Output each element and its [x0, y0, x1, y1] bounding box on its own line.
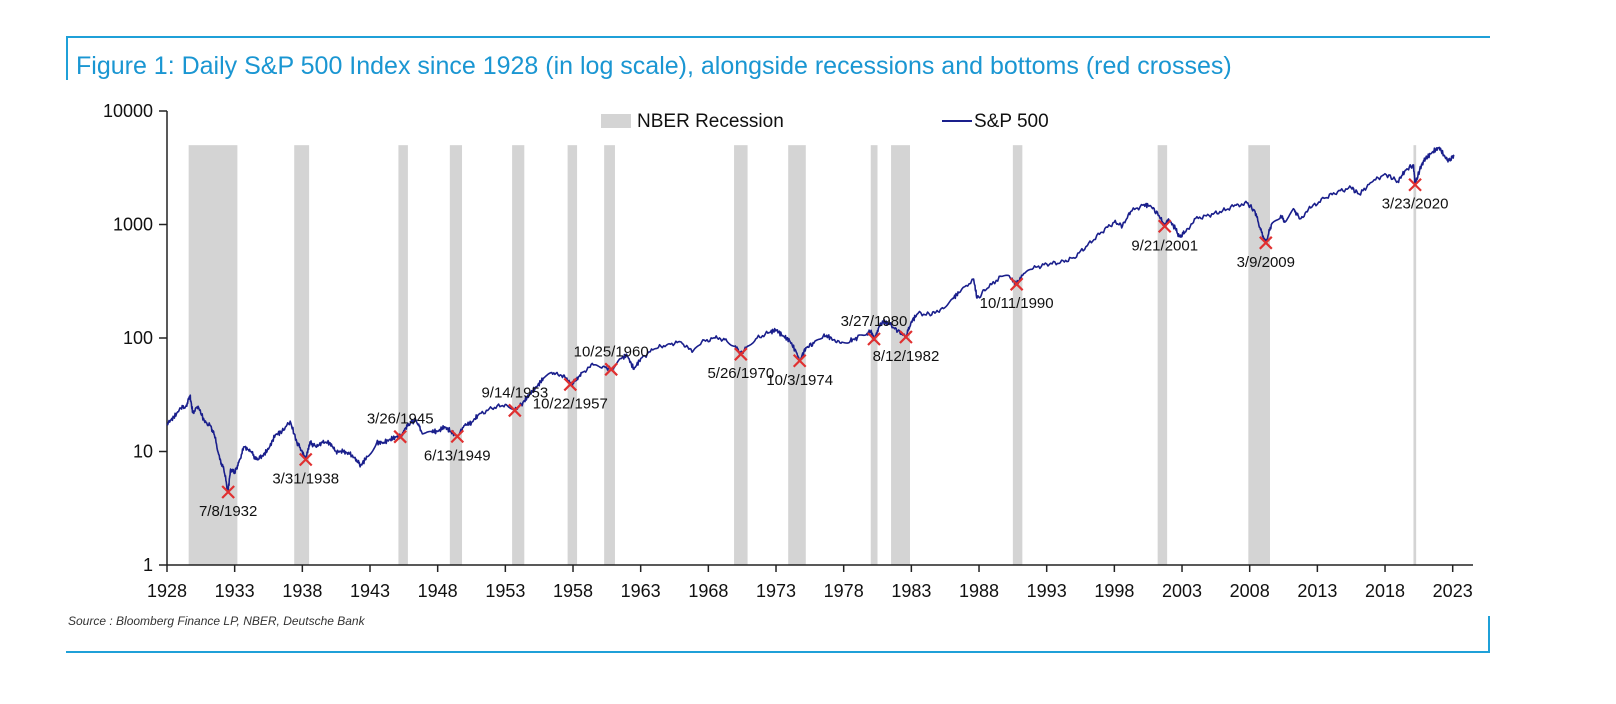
y-tick-label: 100: [123, 328, 153, 348]
bottom-date-label: 7/8/1932: [199, 503, 257, 520]
frame-bottom-rule: [66, 651, 1490, 653]
legend-recession-swatch: [601, 114, 631, 128]
legend-series-label: S&P 500: [974, 111, 1049, 132]
x-tick-label: 1938: [282, 581, 322, 601]
recession-band: [1012, 145, 1023, 565]
bottom-cross-marker: [792, 353, 807, 368]
bottom-cross-marker: [899, 330, 913, 344]
bottom-cross-marker: [734, 347, 748, 361]
recession-band: [1157, 145, 1168, 565]
bottom-cross-marker: [867, 332, 881, 346]
x-tick-label: 1948: [418, 581, 458, 601]
recession-band: [188, 145, 238, 565]
series-layer: [166, 146, 1455, 493]
recession-band: [604, 145, 615, 565]
bottom-date-label: 3/31/1938: [272, 471, 339, 488]
bottom-date-label: 3/27/1980: [841, 313, 908, 330]
x-tick-label: 1943: [350, 581, 390, 601]
bottom-date-label: 9/21/2001: [1131, 237, 1198, 254]
recession-band: [449, 145, 463, 565]
bottom-date-label: 10/3/1974: [766, 372, 833, 389]
recession-band: [294, 145, 310, 565]
recession-band: [1413, 145, 1417, 565]
x-tick-label: 1968: [688, 581, 728, 601]
bottom-date-label: 3/9/2009: [1237, 254, 1295, 271]
bottom-cross-marker: [221, 485, 235, 499]
bottom-cross-marker: [604, 362, 618, 377]
x-tick-label: 2003: [1162, 581, 1202, 601]
recession-band: [567, 145, 578, 565]
bottom-cross-marker: [1009, 277, 1024, 291]
y-tick-label: 1000: [113, 215, 153, 235]
bottom-cross-marker: [1259, 236, 1273, 250]
bottom-cross-marker: [298, 452, 313, 467]
frame-right-rule: [1488, 616, 1490, 652]
bottom-date-label: 8/12/1982: [873, 348, 940, 365]
x-tick-label: 1928: [147, 581, 187, 601]
source-note: Source : Bloomberg Finance LP, NBER, Deu…: [68, 614, 365, 628]
chart-title: Figure 1: Daily S&P 500 Index since 1928…: [76, 52, 1232, 80]
bottom-date-label: 10/11/1990: [980, 295, 1054, 312]
x-tick-label: 1933: [215, 581, 255, 601]
bottom-cross-marker: [450, 429, 465, 444]
bottom-date-label: 3/26/1945: [367, 411, 434, 428]
sp500-series-line: [166, 146, 1455, 493]
axes: 1 10 100 1000 10000 1928 1933 1938 1943 1948 1953 1…: [103, 101, 1473, 601]
bottom-date-label: 10/25/1960: [574, 343, 649, 360]
x-tick-label: 2018: [1365, 581, 1405, 601]
x-tick-label: 2008: [1230, 581, 1270, 601]
bottom-date-label: 10/22/1957: [533, 395, 608, 412]
x-tick-label: 1993: [1027, 581, 1067, 601]
x-tick-label: 1998: [1094, 581, 1134, 601]
bottom-cross-marker: [393, 429, 407, 444]
y-tick-label: 1: [143, 555, 153, 575]
x-tick-label: 2023: [1433, 581, 1473, 601]
bottoms-layer: 7/8/1932 3/31/1938 3/26/1945 6/13/1949 9/14/…: [199, 177, 1449, 520]
x-tick-label: 1953: [485, 581, 525, 601]
x-tick-label: 2013: [1297, 581, 1337, 601]
bottom-date-label: 3/23/2020: [1382, 196, 1449, 213]
bottom-cross-marker: [1157, 219, 1172, 234]
recession-band: [891, 145, 910, 565]
legend-recession-label: NBER Recession: [637, 111, 784, 132]
x-tick-label: 1978: [824, 581, 864, 601]
recession-band: [512, 145, 525, 565]
recession-band: [398, 145, 408, 565]
x-tick-label: 1973: [756, 581, 796, 601]
x-tick-label: 1988: [959, 581, 999, 601]
y-tick-label: 10: [133, 442, 153, 462]
frame-top-rule: [66, 36, 1490, 38]
y-tick-label: 10000: [103, 101, 153, 121]
x-tick-label: 1983: [891, 581, 931, 601]
legend: NBER Recession S&P 500: [601, 111, 1049, 132]
bottom-cross-marker: [508, 403, 522, 418]
recession-band: [1248, 145, 1270, 565]
x-tick-label: 1958: [553, 581, 593, 601]
frame-left-rule: [66, 36, 68, 80]
x-tick-label: 1963: [621, 581, 661, 601]
bottom-date-label: 6/13/1949: [424, 447, 491, 464]
bottom-cross-marker: [1408, 177, 1422, 192]
recession-band: [870, 145, 878, 565]
bottom-date-label: 9/14/1953: [481, 384, 548, 401]
bottom-cross-marker: [563, 377, 578, 392]
bottom-date-label: 5/26/1970: [707, 365, 774, 382]
